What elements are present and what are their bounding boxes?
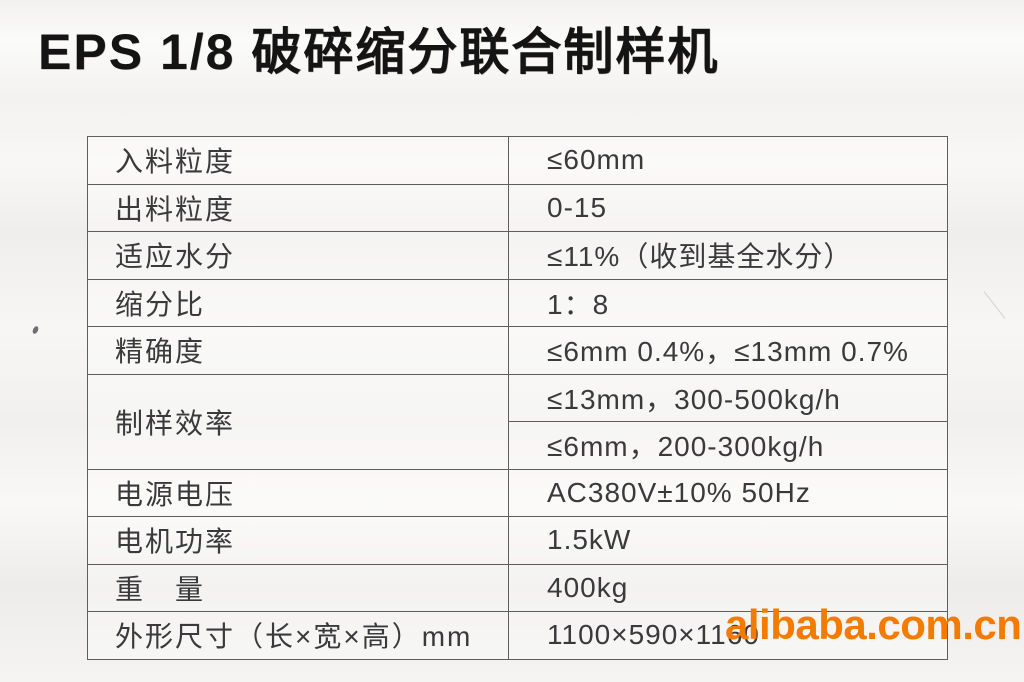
spec-label-efficiency: 制样效率 [87,373,509,470]
spec-value-dimensions: 1100×590×1160 [508,611,948,660]
table-row: 制样效率 ≤13mm，300-500kg/h [87,373,948,470]
spec-label-dimensions: 外形尺寸（长×宽×高）mm [87,611,509,660]
table-row: 入料粒度 ≤60mm [87,136,948,185]
table-row: ≤6mm，200-300kg/h [88,421,948,470]
spec-value-moisture: ≤11%（收到基全水分） [508,231,948,280]
spec-label-output-size: 出料粒度 [87,183,509,232]
spec-value-weight: 400kg [508,563,948,612]
table-row: 外形尺寸（长×宽×高）mm 1100×590×1160 [87,611,948,660]
table-row: 重 量 400kg [87,563,948,612]
spec-value-efficiency-1: ≤13mm，300-500kg/h [508,373,948,422]
spec-value-output-size: 0-15 [508,183,948,232]
spec-label-accuracy: 精确度 [87,326,509,375]
spec-label-weight: 重 量 [87,563,509,612]
alibaba-watermark: alibaba.com.cn [725,601,1022,648]
spec-table: 入料粒度 ≤60mm 出料粒度 0-15 适应水分 ≤11%（收到基全水分） 缩… [87,136,948,660]
spec-label-moisture: 适应水分 [87,231,509,280]
scan-scratch [983,291,1006,319]
table-row: 电机功率 1.5kW [87,516,948,565]
scan-speck [31,325,40,335]
table-row: 适应水分 ≤11%（收到基全水分） [87,231,948,280]
spec-value-division-ratio: 1：8 [508,278,948,327]
spec-value-feed-size: ≤60mm [508,136,948,185]
table-row: 出料粒度 0-15 [87,183,948,232]
spec-value-voltage: AC380V±10% 50Hz [508,468,948,517]
spec-value-motor-power: 1.5kW [508,516,948,565]
page-title: EPS 1/8 破碎缩分联合制样机 [38,24,720,80]
spec-value-accuracy: ≤6mm 0.4%，≤13mm 0.7% [508,326,948,375]
spec-value-efficiency-2: ≤6mm，200-300kg/h [508,421,948,470]
table-row: 精确度 ≤6mm 0.4%，≤13mm 0.7% [87,326,948,375]
table-row: 电源电压 AC380V±10% 50Hz [87,468,948,517]
spec-label-feed-size: 入料粒度 [87,136,509,185]
spec-label-voltage: 电源电压 [87,468,509,517]
spec-label-division-ratio: 缩分比 [87,278,509,327]
spec-label-motor-power: 电机功率 [87,516,509,565]
table-row: 缩分比 1：8 [87,278,948,327]
